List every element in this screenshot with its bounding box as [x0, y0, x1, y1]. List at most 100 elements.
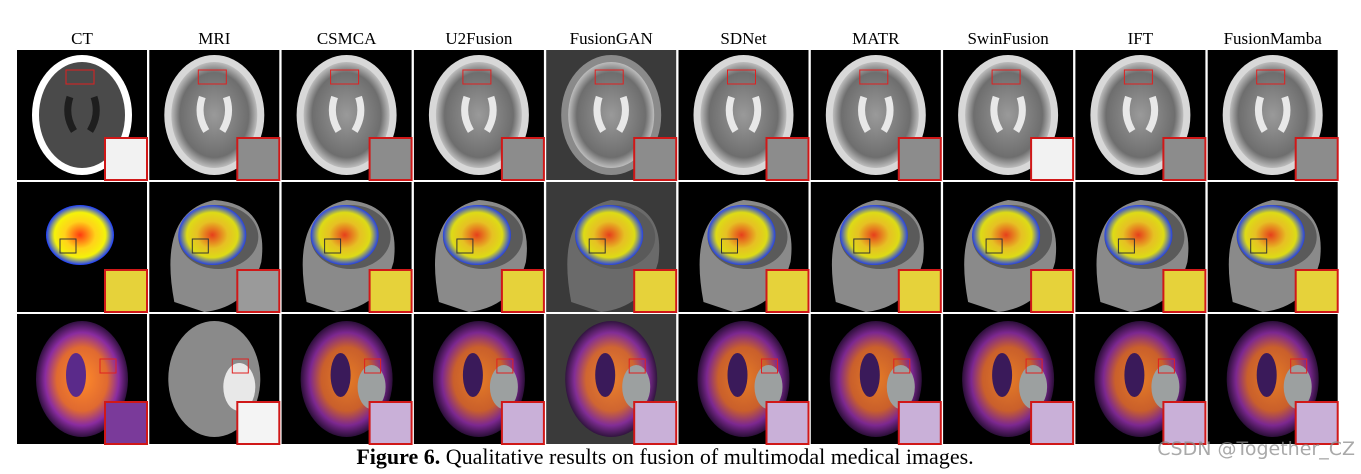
- roi-box: [231, 358, 249, 374]
- inset: [897, 401, 942, 445]
- image-tile: [943, 50, 1075, 181]
- roi-box: [59, 238, 77, 254]
- brain: [965, 62, 1052, 168]
- lesion: [1151, 365, 1180, 409]
- brain: [568, 62, 655, 168]
- column-header: CSMCA: [317, 29, 377, 48]
- image-tile: [281, 182, 413, 313]
- brain: [832, 62, 919, 168]
- ventricles: [595, 353, 616, 397]
- roi-box: [1123, 69, 1153, 85]
- ventricles: [727, 353, 748, 397]
- image-tile: [17, 314, 148, 445]
- column-header: IFT: [1128, 29, 1154, 48]
- inset: [1294, 269, 1339, 313]
- roi-box: [462, 69, 492, 85]
- inset: [104, 269, 148, 313]
- roi-box: [456, 238, 474, 254]
- ventricles: [593, 95, 629, 133]
- image-tile: [810, 182, 942, 313]
- inset: [897, 137, 942, 181]
- column-header: FusionGAN: [570, 29, 653, 48]
- lesion: [1019, 365, 1048, 409]
- inset: [1030, 269, 1075, 313]
- lesion: [886, 365, 915, 409]
- image-tile: [1075, 50, 1207, 181]
- brain: [1097, 62, 1184, 168]
- roi-box: [1157, 358, 1175, 374]
- image-tile: [149, 182, 281, 313]
- brain: [171, 62, 258, 168]
- column-header: SwinFusion: [967, 29, 1049, 48]
- pet-blob: [46, 205, 114, 265]
- ventricles: [990, 95, 1026, 133]
- column-header: FusionMamba: [1224, 29, 1323, 48]
- brain: [700, 62, 787, 168]
- roi-box: [1025, 358, 1043, 374]
- image-tile: [810, 50, 942, 181]
- roi-box: [197, 69, 227, 85]
- roi-box: [853, 238, 871, 254]
- image-tile: [678, 314, 810, 445]
- pet-blob: [442, 205, 511, 265]
- brain: [1229, 62, 1316, 168]
- roi-box: [727, 69, 756, 85]
- brain: [435, 62, 522, 168]
- image-tile: [149, 314, 281, 445]
- column-header: MRI: [198, 29, 230, 48]
- inset: [1162, 269, 1207, 313]
- image-tile: [943, 182, 1075, 313]
- image-tile: [546, 182, 678, 313]
- roi-box: [65, 69, 95, 85]
- inset: [236, 269, 281, 313]
- caption-text: Qualitative results on fusion of multimo…: [445, 444, 974, 469]
- ventricles: [858, 95, 894, 133]
- inset: [500, 137, 545, 181]
- inset: [633, 401, 678, 445]
- image-tile: [413, 50, 545, 181]
- inset: [368, 137, 413, 181]
- ventricles: [328, 95, 365, 133]
- ventricles: [196, 95, 233, 133]
- image-tile: [17, 50, 148, 181]
- roi-box: [594, 69, 624, 85]
- roi-box: [191, 238, 209, 254]
- image-tile: [1075, 314, 1207, 445]
- column-header: SDNet: [720, 29, 767, 48]
- image-tile: [1207, 182, 1339, 313]
- roi-box: [985, 238, 1003, 254]
- ventricles: [64, 95, 100, 133]
- image-tile: [413, 182, 545, 313]
- pet-blob: [575, 205, 644, 265]
- image-tile: [546, 314, 678, 445]
- roi-box: [588, 238, 606, 254]
- image-tile: [1075, 182, 1207, 313]
- inset: [765, 269, 810, 313]
- image-tile: [413, 314, 545, 445]
- roi-box: [1290, 358, 1308, 374]
- roi-box: [496, 358, 514, 374]
- inset: [500, 401, 545, 445]
- column-header: U2Fusion: [445, 29, 513, 48]
- pet-blob: [178, 205, 247, 265]
- pet-blob: [972, 205, 1041, 265]
- caption: Figure 6. Qualitative results on fusion …: [0, 444, 1330, 470]
- lesion: [357, 365, 386, 409]
- image-tile: [678, 50, 810, 181]
- roi-box: [893, 358, 911, 374]
- roi-box: [761, 358, 778, 374]
- ventricles: [1256, 353, 1277, 397]
- inset: [765, 401, 810, 445]
- image-tile: [546, 50, 678, 181]
- image-tile: [1207, 50, 1339, 181]
- lesion: [223, 363, 256, 411]
- roi-box: [1250, 238, 1268, 254]
- inset: [368, 401, 413, 445]
- image-tile: [149, 50, 281, 181]
- ventricles: [859, 353, 880, 397]
- ventricles: [461, 95, 497, 133]
- brain: [303, 62, 390, 168]
- inset: [104, 137, 148, 181]
- roi-box: [324, 238, 342, 254]
